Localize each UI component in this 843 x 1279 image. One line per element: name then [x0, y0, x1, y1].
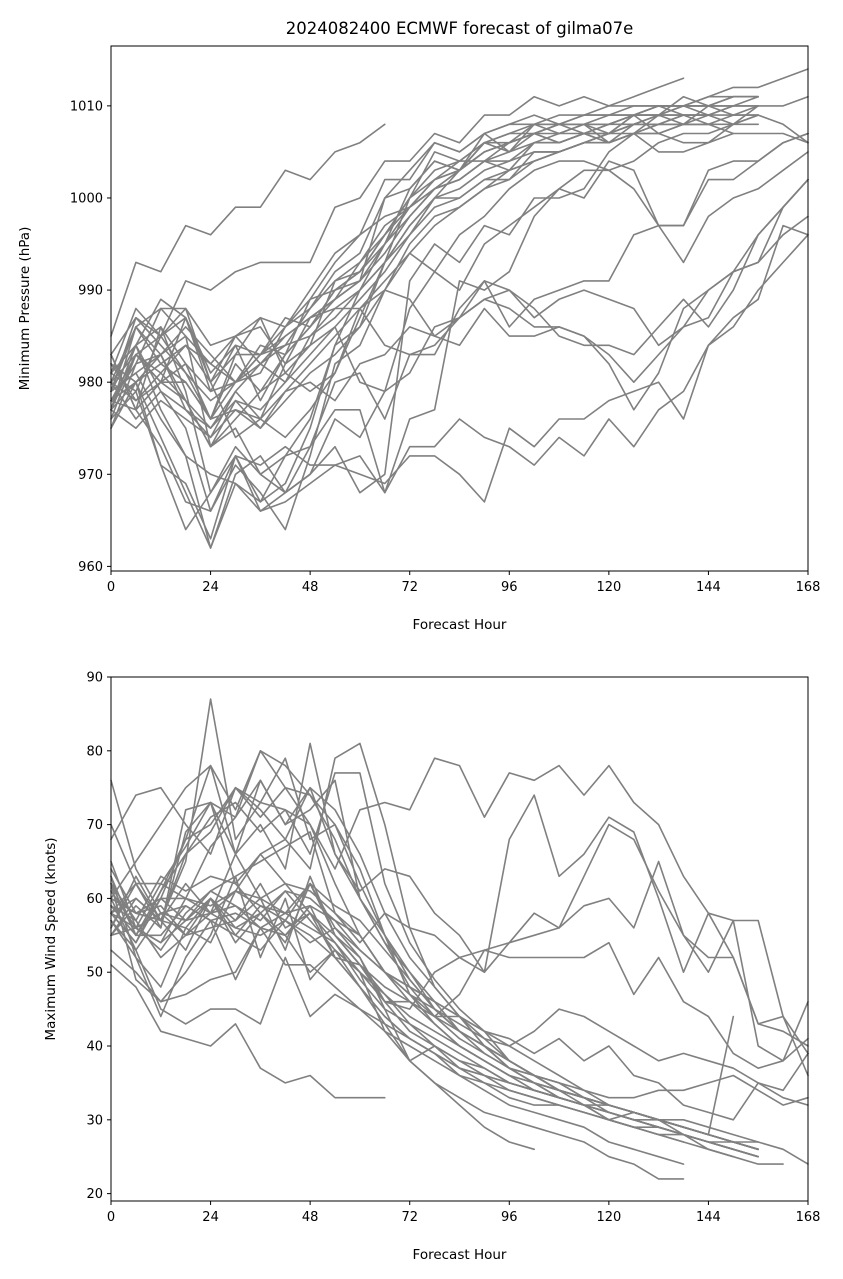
chart-title: 2024082400 ECMWF forecast of gilma07e — [286, 19, 634, 38]
pressure-y-tick-label: 970 — [78, 468, 103, 483]
wind-series-line-22 — [110, 897, 760, 1158]
wind-series-line-31 — [110, 904, 809, 1106]
pressure-series-line-7 — [110, 95, 809, 549]
wind-series-line-24 — [110, 875, 685, 1165]
pressure-series-line-16 — [110, 178, 809, 420]
wind-y-axis-label: Maximum Wind Speed (knots) — [43, 837, 59, 1040]
pressure-x-tick-label: 24 — [202, 580, 219, 595]
wind-y-tick-label: 30 — [86, 1113, 103, 1128]
pressure-y-tick-label: 1000 — [70, 191, 103, 206]
wind-series-group — [110, 698, 809, 1180]
wind-series-line-25 — [110, 919, 685, 1180]
pressure-y-tick-label: 960 — [78, 560, 103, 575]
wind-y-tick-label: 40 — [86, 1040, 103, 1055]
wind-x-tick-label: 96 — [501, 1210, 518, 1225]
wind-x-tick-label: 24 — [202, 1210, 219, 1225]
wind-y-ticks: 20 30 40 50 60 70 80 90 — [86, 671, 111, 1202]
wind-x-ticks: 0 24 48 72 96 120 144 168 — [107, 1201, 821, 1225]
pressure-y-ticks: 960 970 980 990 1000 1010 — [70, 99, 111, 575]
wind-x-tick-label: 48 — [302, 1210, 319, 1225]
pressure-x-axis-label: Forecast Hour — [413, 617, 507, 633]
wind-series-line-1 — [110, 963, 386, 1099]
pressure-series-group — [110, 68, 809, 549]
pressure-series-line-25 — [110, 114, 760, 430]
pressure-y-tick-label: 1010 — [70, 99, 103, 114]
pressure-series-line-9 — [110, 132, 809, 549]
wind-series-line-4 — [110, 875, 809, 1069]
pressure-series-line-6 — [110, 132, 809, 531]
pressure-plot-frame — [110, 45, 809, 572]
pressure-series-line-10 — [110, 132, 809, 512]
pressure-series-line-1 — [110, 123, 386, 337]
wind-y-tick-label: 80 — [86, 744, 103, 759]
wind-y-tick-label: 50 — [86, 966, 103, 981]
pressure-series-line-11 — [110, 224, 809, 540]
pressure-series-line-30 — [110, 114, 710, 439]
wind-y-tick-label: 90 — [86, 671, 103, 686]
pressure-series-line-31 — [110, 105, 685, 439]
pressure-series-line-2 — [110, 77, 685, 374]
wind-y-tick-label: 60 — [86, 892, 103, 907]
pressure-y-axis-label: Minimum Pressure (hPa) — [17, 227, 33, 391]
pressure-x-tick-label: 72 — [401, 580, 418, 595]
wind-x-tick-label: 0 — [107, 1210, 115, 1225]
wind-series-line-28 — [110, 882, 809, 1165]
pressure-y-tick-label: 990 — [78, 284, 103, 299]
pressure-chart: 2024082400 ECMWF forecast of gilma07e 0 2… — [17, 19, 820, 633]
pressure-y-tick-label: 980 — [78, 376, 103, 391]
pressure-x-ticks: 0 24 48 72 96 120 144 168 — [107, 571, 821, 595]
wind-x-tick-label: 144 — [696, 1210, 721, 1225]
wind-x-tick-label: 120 — [596, 1210, 621, 1225]
pressure-x-tick-label: 120 — [596, 580, 621, 595]
wind-chart: 0 24 48 72 96 120 144 168 20 30 40 50 60 70 80 90 Fore… — [43, 671, 820, 1264]
wind-x-tick-label: 72 — [401, 1210, 418, 1225]
wind-y-tick-label: 20 — [86, 1187, 103, 1202]
wind-plot-frame — [110, 676, 809, 1202]
pressure-x-tick-label: 168 — [796, 580, 821, 595]
pressure-x-tick-label: 144 — [696, 580, 721, 595]
pressure-x-tick-label: 48 — [302, 580, 319, 595]
pressure-x-tick-label: 96 — [501, 580, 518, 595]
wind-x-axis-label: Forecast Hour — [413, 1247, 507, 1263]
wind-series-line-32 — [110, 890, 536, 1151]
wind-x-tick-label: 168 — [796, 1210, 821, 1225]
pressure-series-line-13 — [110, 178, 809, 448]
wind-y-tick-label: 70 — [86, 818, 103, 833]
pressure-series-line-32 — [110, 105, 760, 448]
pressure-series-line-12 — [110, 234, 809, 512]
wind-series-line-3 — [110, 764, 809, 1062]
pressure-x-tick-label: 0 — [107, 580, 115, 595]
wind-series-line-2 — [110, 757, 809, 1047]
